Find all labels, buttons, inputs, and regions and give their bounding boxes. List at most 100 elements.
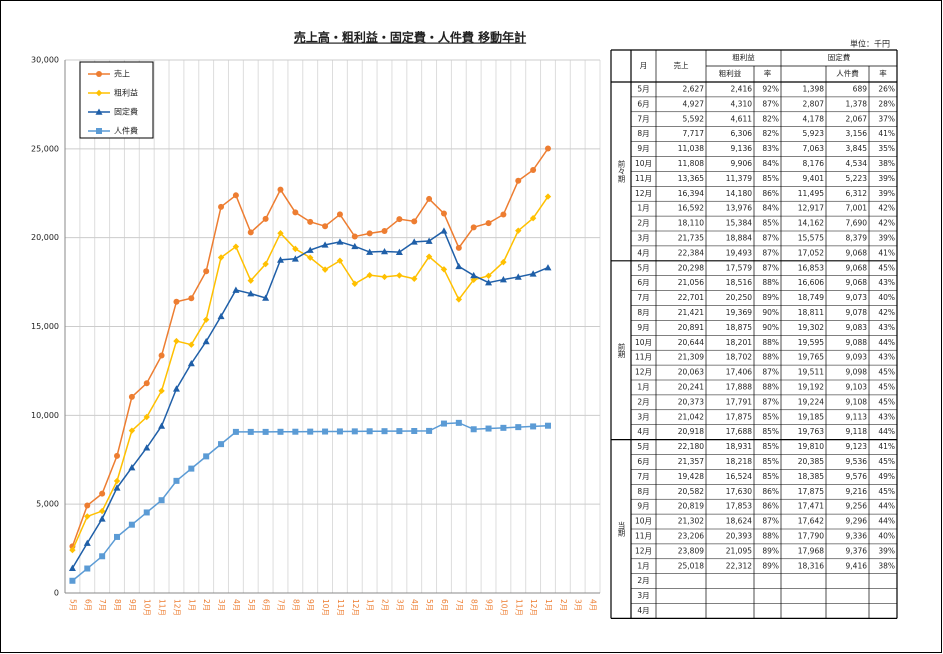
table-text: 4,611	[731, 114, 753, 123]
table-text: 20,298	[678, 263, 704, 272]
table-text: 17,791	[726, 397, 752, 406]
table-text: 1月	[637, 204, 649, 213]
table-text: 9,093	[846, 353, 868, 362]
table-text: 18,931	[726, 442, 752, 451]
marker	[232, 243, 240, 250]
table-text: 5月	[637, 84, 649, 93]
table-text: 41%	[878, 442, 895, 451]
marker	[307, 218, 314, 225]
table-text: 20,385	[798, 457, 824, 466]
marker	[98, 507, 106, 515]
table-text: 8,379	[846, 233, 868, 242]
marker	[455, 419, 462, 426]
table-text: 18,811	[798, 308, 824, 317]
group-label: 当期	[617, 520, 626, 538]
marker	[514, 273, 522, 280]
x-tick-label: 2月	[559, 599, 568, 611]
table-text: 84%	[762, 204, 779, 213]
table-text: 19,595	[798, 338, 824, 347]
table-text: 21,095	[726, 546, 752, 555]
table-text: 5,923	[803, 129, 825, 138]
marker	[276, 256, 284, 263]
table-text: 85%	[762, 442, 779, 451]
marker	[143, 509, 150, 516]
marker	[84, 502, 91, 509]
table-text: 689	[853, 84, 868, 93]
table-text: 5,592	[683, 114, 705, 123]
marker	[292, 209, 299, 216]
table-text: 18,316	[798, 561, 824, 570]
marker	[262, 294, 270, 301]
marker	[114, 533, 121, 540]
x-tick-label: 4月	[232, 599, 241, 611]
marker	[188, 465, 195, 472]
y-tick-label: 30,000	[31, 56, 59, 65]
table-text: 7,690	[846, 219, 868, 228]
table-text: 9,068	[846, 248, 868, 257]
marker	[173, 298, 180, 305]
marker	[247, 290, 255, 297]
marker	[202, 316, 210, 323]
table-text: 9,136	[731, 144, 753, 153]
table-text: 3月	[637, 591, 649, 600]
marker	[515, 227, 522, 234]
table-text: 11月	[635, 531, 652, 540]
marker	[262, 428, 269, 435]
table-text: 43%	[878, 278, 895, 287]
table-text: 9,073	[846, 293, 868, 302]
table-text: 9,068	[846, 278, 868, 287]
table-text: 87%	[762, 233, 779, 242]
table-text: 18,875	[726, 323, 752, 332]
marker	[455, 296, 463, 303]
marker	[440, 266, 448, 273]
marker	[262, 215, 269, 222]
marker	[114, 452, 121, 459]
table-text: 20,819	[678, 502, 704, 511]
table-text: 5月	[637, 263, 649, 272]
table-text: 7月	[637, 293, 649, 302]
marker	[277, 186, 284, 193]
marker	[544, 193, 552, 200]
table-text: 9,103	[846, 382, 868, 391]
marker	[411, 218, 418, 225]
table-text: 4月	[637, 248, 649, 257]
table-text: 39%	[878, 233, 895, 242]
table-text: 18,218	[726, 457, 752, 466]
table-text: 44%	[878, 338, 895, 347]
marker	[485, 279, 493, 286]
table-text: 20,644	[678, 338, 704, 347]
x-tick-label: 1月	[544, 599, 553, 611]
table-text: 7月	[637, 114, 649, 123]
table-text: 85%	[762, 412, 779, 421]
table-text: 2,067	[846, 114, 868, 123]
table-text: 44%	[878, 517, 895, 526]
marker	[128, 464, 136, 471]
marker	[381, 228, 388, 235]
table-text: 9,416	[846, 561, 868, 570]
table-text: 17,875	[798, 487, 824, 496]
table-text: 15,384	[726, 219, 752, 228]
marker	[96, 128, 102, 134]
legend-label: 粗利益	[114, 88, 138, 98]
table-text: 23,206	[678, 531, 704, 540]
table-text: 19,810	[798, 442, 824, 451]
y-tick-label: 25,000	[31, 144, 59, 153]
table-text: 21,302	[678, 517, 704, 526]
table-text: 17,790	[798, 531, 824, 540]
table-text: 粗利益	[719, 68, 742, 78]
x-tick-label: 10月	[321, 599, 330, 616]
marker	[500, 258, 507, 266]
table-text: 20,393	[726, 531, 752, 540]
marker	[336, 238, 344, 245]
table-text: 85%	[762, 219, 779, 228]
table-text: 20,891	[678, 323, 704, 332]
y-tick-label: 5,000	[36, 500, 59, 509]
table-text: 3月	[637, 412, 649, 421]
table-text: 6,306	[731, 129, 753, 138]
marker	[203, 268, 210, 275]
table-text: 7,717	[683, 129, 705, 138]
table-text: 9,108	[846, 397, 868, 406]
table-text: 9,296	[846, 517, 868, 526]
marker	[203, 453, 210, 460]
marker	[425, 253, 433, 260]
